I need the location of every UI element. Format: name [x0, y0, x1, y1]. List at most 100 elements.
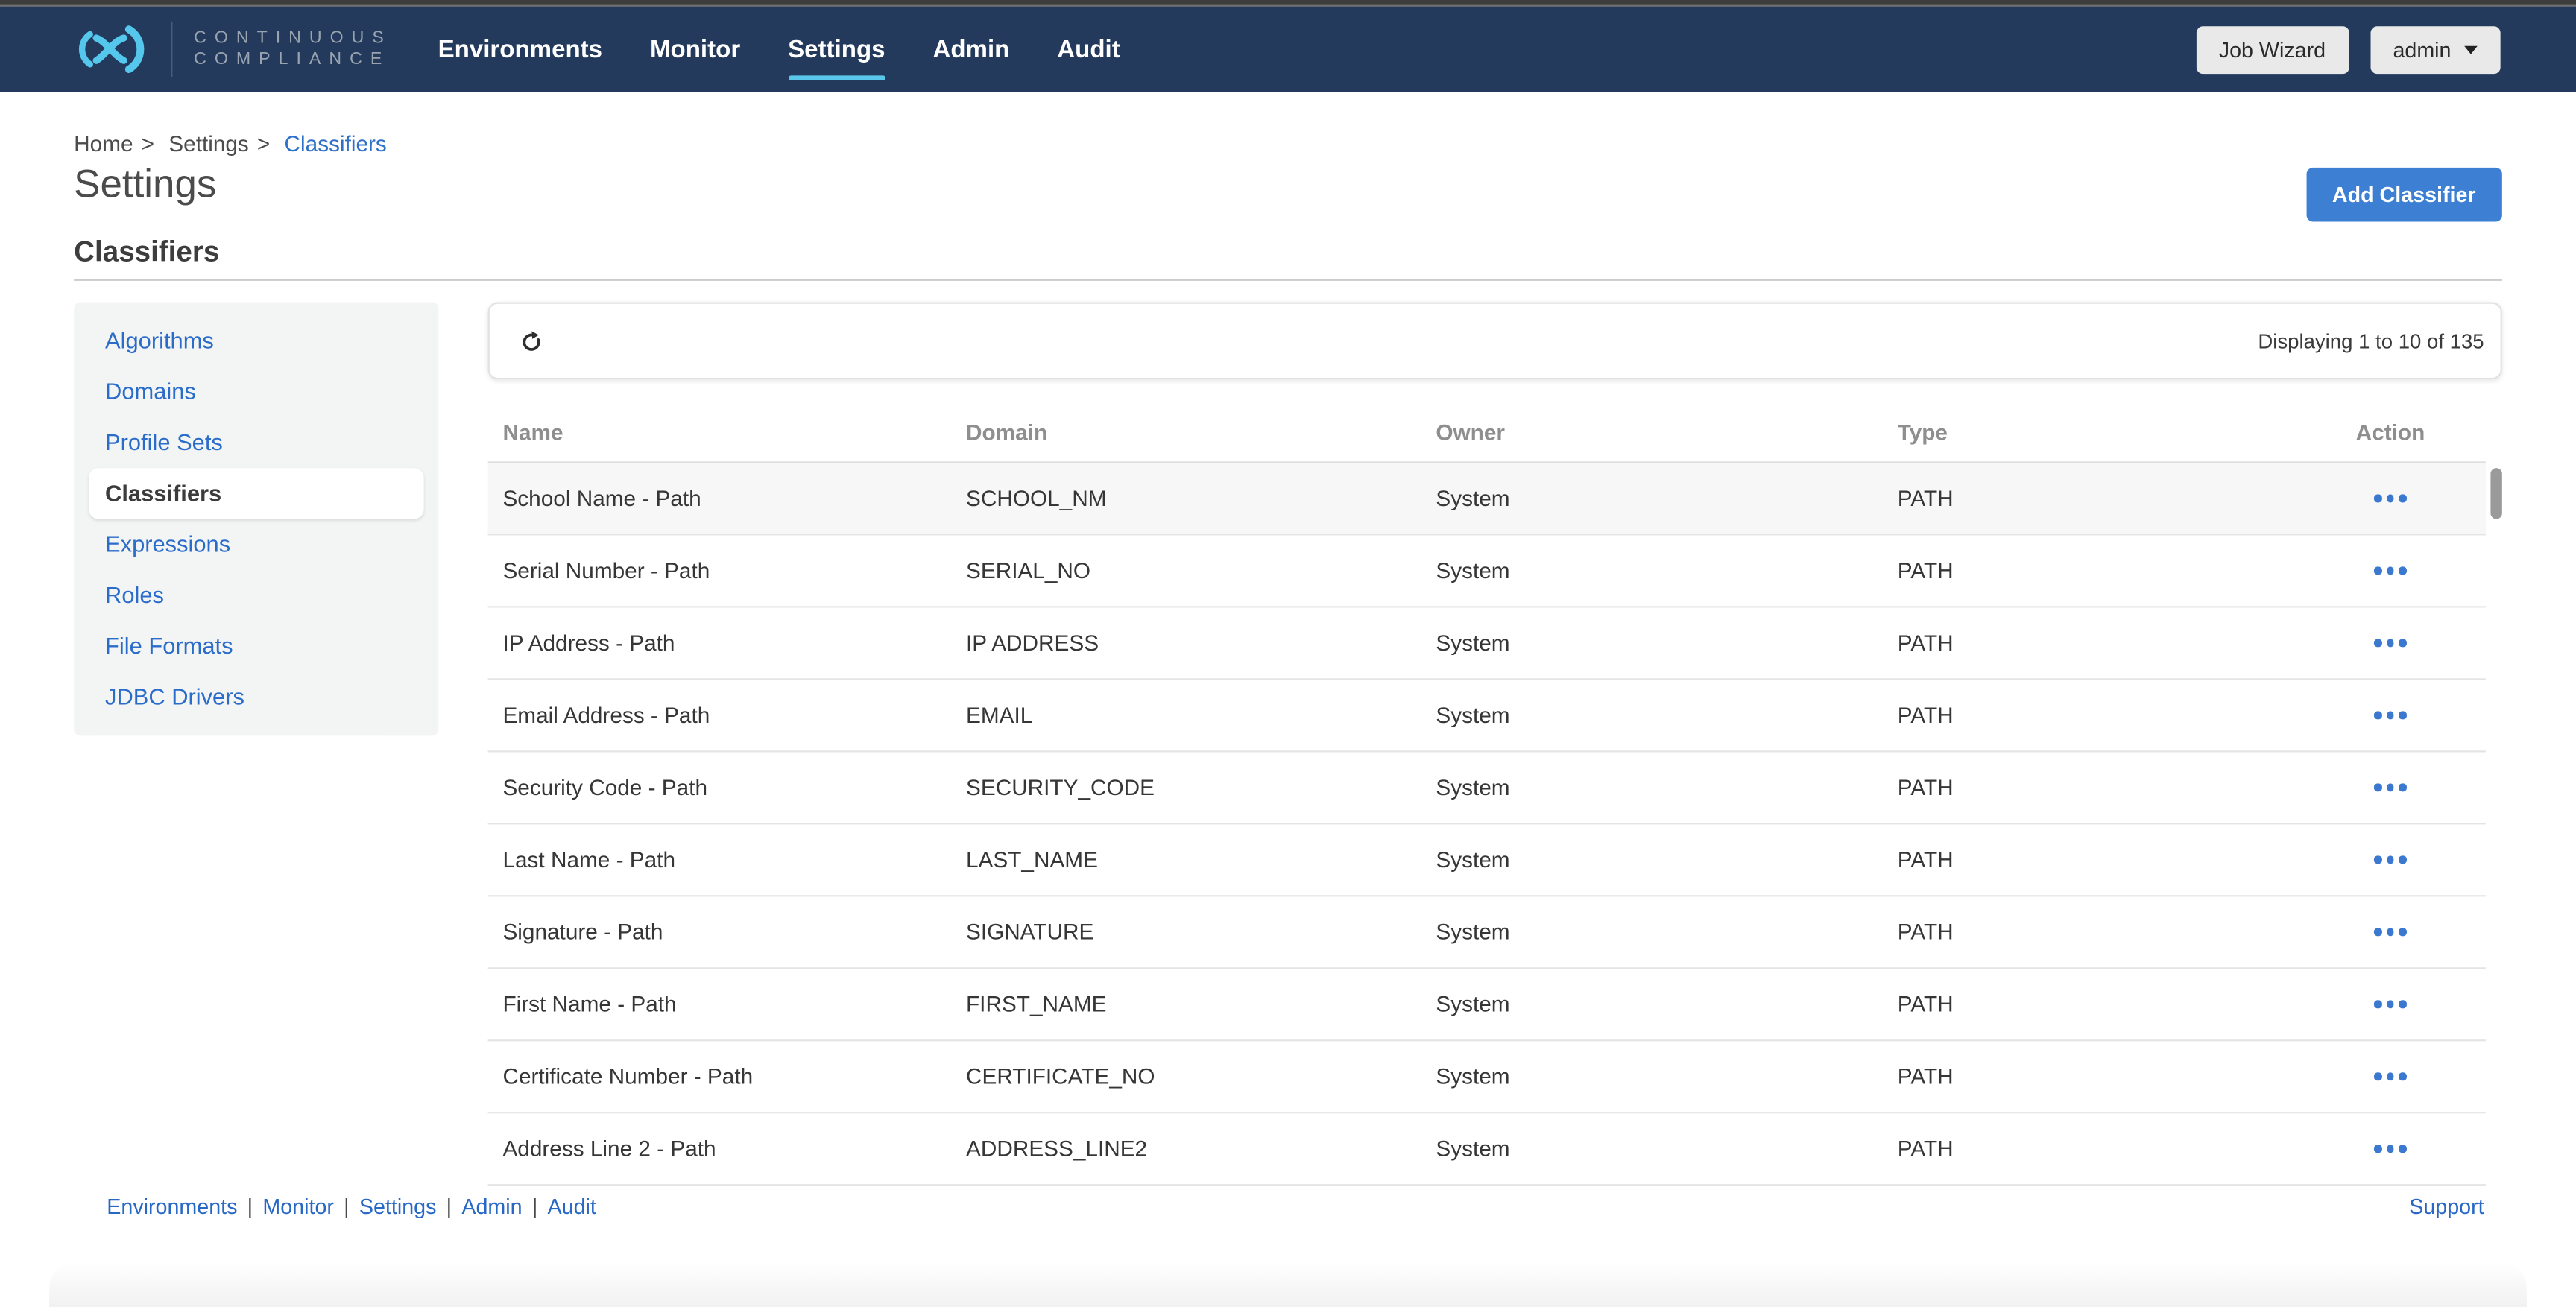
section-title: Classifiers	[74, 235, 220, 268]
cell-owner: System	[1436, 920, 1510, 945]
nav-item[interactable]: Settings	[788, 7, 886, 92]
primary-nav: Environments Monitor Settings Admin Audi…	[438, 7, 1120, 92]
cell-type: PATH	[1897, 847, 1954, 873]
classifiers-content: Displaying 1 to 10 of 135 Name Domain Ow…	[487, 302, 2502, 1186]
cell-owner: System	[1436, 847, 1510, 873]
cell-action	[2356, 849, 2486, 870]
cell-type: PATH	[1897, 486, 1954, 511]
ellipsis-dot	[2398, 1000, 2406, 1008]
row-actions-ellipsis-button[interactable]	[2371, 1139, 2410, 1159]
cell-action	[2356, 488, 2486, 509]
ellipsis-dot	[2373, 566, 2381, 575]
cell-action	[2356, 922, 2486, 943]
brand-divider	[171, 21, 173, 77]
row-actions-ellipsis-button[interactable]	[2371, 488, 2410, 509]
breadcrumb-item: Home >	[74, 131, 162, 156]
footer-item: Monitor |	[262, 1194, 359, 1218]
page-footer: Environments | Monitor | Settings | Admin | …	[74, 1194, 2502, 1218]
row-actions-ellipsis-button[interactable]	[2371, 1066, 2410, 1087]
ellipsis-dot	[2398, 1072, 2406, 1080]
footer-item: Audit|	[548, 1194, 596, 1218]
sidebar-item[interactable]: Classifiers	[89, 468, 424, 519]
footer-item: Settings |	[359, 1194, 461, 1218]
add-classifier-button[interactable]: Add Classifier	[2305, 167, 2502, 222]
section-divider	[74, 279, 2502, 281]
breadcrumb-separator: >	[256, 131, 271, 156]
table-toolbar: Displaying 1 to 10 of 135	[487, 302, 2502, 380]
table-row: Last Name - Path LAST_NAME System PATH	[487, 824, 2486, 897]
sidebar-item[interactable]: Expressions	[105, 530, 231, 557]
ellipsis-dot	[2386, 783, 2394, 791]
cell-owner: System	[1436, 992, 1510, 1017]
cell-name: Serial Number - Path	[502, 558, 710, 583]
cell-domain: SECURITY_CODE	[966, 775, 1155, 800]
row-actions-ellipsis-button[interactable]	[2371, 777, 2410, 798]
support-link[interactable]: Support	[2409, 1194, 2484, 1219]
footer-link[interactable]: Settings	[359, 1194, 437, 1219]
cell-action	[2356, 994, 2486, 1015]
nav-item[interactable]: Audit	[1057, 35, 1120, 63]
ellipsis-dot	[2398, 711, 2406, 719]
sidebar-item[interactable]: Algorithms	[105, 326, 214, 353]
footer-separator: |	[247, 1194, 253, 1219]
nav-item[interactable]: Admin	[932, 35, 1010, 63]
cell-type: PATH	[1897, 558, 1954, 583]
sidebar-item[interactable]: Profile Sets	[105, 428, 223, 455]
cell-type: PATH	[1897, 920, 1954, 945]
footer-link[interactable]: Admin	[461, 1194, 523, 1219]
cell-type: PATH	[1897, 1064, 1954, 1089]
row-actions-ellipsis-button[interactable]	[2371, 560, 2410, 581]
ellipsis-dot	[2398, 494, 2406, 502]
sidebar-item[interactable]: File Formats	[105, 632, 233, 659]
row-actions-ellipsis-button[interactable]	[2371, 849, 2410, 870]
ellipsis-dot	[2398, 1145, 2406, 1153]
cell-owner: System	[1436, 703, 1510, 728]
refresh-icon	[523, 331, 540, 351]
footer-item: Admin |	[461, 1194, 547, 1218]
cell-type: PATH	[1897, 992, 1954, 1017]
cell-owner: System	[1436, 558, 1510, 583]
column-header: Owner	[1436, 420, 1505, 446]
sidebar-item[interactable]: Roles	[105, 581, 164, 608]
cell-name: First Name - Path	[502, 992, 677, 1017]
ellipsis-dot	[2386, 566, 2394, 575]
nav-item[interactable]: Environments	[438, 35, 603, 63]
row-actions-ellipsis-button[interactable]	[2371, 922, 2410, 943]
cell-name: Security Code - Path	[502, 775, 708, 800]
cell-domain: SCHOOL_NM	[966, 486, 1107, 511]
cell-domain: SIGNATURE	[966, 920, 1094, 945]
breadcrumb-link[interactable]: Home	[74, 131, 133, 156]
breadcrumb-link[interactable]: Classifiers	[284, 131, 387, 156]
ellipsis-dot	[2386, 855, 2394, 864]
job-wizard-button[interactable]: Job Wizard	[2195, 25, 2349, 74]
page-title: Settings	[74, 162, 217, 207]
table-row: Signature - Path SIGNATURE System PATH	[487, 896, 2486, 969]
cell-name: Address Line 2 - Path	[502, 1136, 716, 1162]
table-scrollbar-thumb[interactable]	[2490, 468, 2502, 519]
ellipsis-dot	[2398, 855, 2406, 864]
user-menu-label: admin	[2393, 37, 2452, 62]
breadcrumb: Home > Settings > Classifiers>	[74, 131, 2502, 156]
cell-action	[2356, 1139, 2486, 1159]
cell-owner: System	[1436, 1064, 1510, 1089]
footer-link[interactable]: Environments	[107, 1194, 238, 1219]
table-row: Security Code - Path SECURITY_CODE Syste…	[487, 752, 2486, 825]
row-actions-ellipsis-button[interactable]	[2371, 705, 2410, 726]
breadcrumb-link[interactable]: Settings	[168, 131, 249, 156]
footer-link[interactable]: Audit	[547, 1194, 596, 1219]
row-actions-ellipsis-button[interactable]	[2371, 633, 2410, 654]
cell-name: Email Address - Path	[502, 703, 710, 728]
refresh-button[interactable]	[517, 327, 545, 355]
sidebar-item[interactable]: Domains	[105, 377, 196, 405]
cell-domain: IP ADDRESS	[966, 630, 1099, 656]
nav-item[interactable]: Monitor	[649, 35, 741, 63]
sidebar-item[interactable]: JDBC Drivers	[105, 683, 244, 710]
row-actions-ellipsis-button[interactable]	[2371, 994, 2410, 1015]
table-row: School Name - Path SCHOOL_NM System PATH	[487, 463, 2486, 536]
footer-link[interactable]: Monitor	[262, 1194, 334, 1219]
user-menu-button[interactable]: admin	[2370, 25, 2501, 74]
pagination-status: Displaying 1 to 10 of 135	[2258, 329, 2484, 352]
table-row: Address Line 2 - Path ADDRESS_LINE2 Syst…	[487, 1113, 2486, 1186]
ellipsis-dot	[2386, 1000, 2394, 1008]
